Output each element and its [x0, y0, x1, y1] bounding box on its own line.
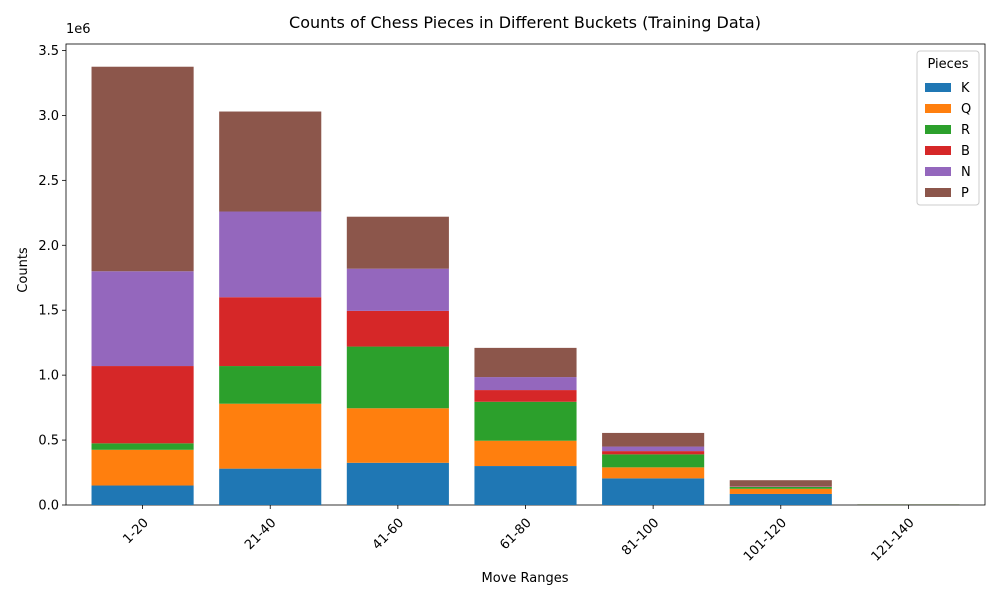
- bar-segment-r: [347, 347, 449, 409]
- bar-segment-r: [474, 402, 576, 441]
- y-tick-label: 2.0: [38, 239, 59, 254]
- bar-segment-q: [219, 404, 321, 469]
- bar-segment-n: [474, 377, 576, 390]
- bar-segment-q: [602, 467, 704, 478]
- bar-segment-k: [730, 494, 832, 505]
- bar-segment-q: [730, 489, 832, 494]
- bar-segment-r: [92, 443, 194, 449]
- bar-segment-k: [219, 469, 321, 505]
- bar-segment-q: [347, 408, 449, 463]
- bar-segment-b: [602, 451, 704, 454]
- y-tick-label: 3.0: [38, 109, 59, 124]
- y-tick-label: 0.0: [38, 499, 59, 514]
- legend-label-q: Q: [961, 102, 971, 117]
- bar-segment-p: [730, 480, 832, 486]
- bar-segment-k: [92, 486, 194, 505]
- bar-segment-k: [347, 463, 449, 505]
- legend-swatch-q: [925, 104, 951, 113]
- y-tick-label: 1.5: [38, 304, 59, 319]
- bar-segment-b: [347, 311, 449, 347]
- legend-label-r: R: [961, 123, 970, 138]
- legend-swatch-r: [925, 125, 951, 134]
- y-offset-text: 1e6: [66, 22, 91, 37]
- chart-title: Counts of Chess Pieces in Different Buck…: [289, 13, 761, 32]
- x-axis-label: Move Ranges: [482, 571, 569, 586]
- bar-segment-n: [602, 447, 704, 452]
- bar-segment-b: [92, 366, 194, 443]
- legend-swatch-n: [925, 167, 951, 176]
- legend-title: Pieces: [927, 57, 968, 72]
- legend-label-k: K: [961, 81, 970, 96]
- y-axis-label: Counts: [16, 247, 31, 293]
- legend-label-b: B: [961, 144, 970, 159]
- legend-swatch-p: [925, 188, 951, 197]
- bar-segment-r: [602, 454, 704, 467]
- legend-swatch-k: [925, 83, 951, 92]
- bar-segment-n: [92, 271, 194, 366]
- y-tick-label: 2.5: [38, 174, 59, 189]
- bar-segment-p: [219, 112, 321, 212]
- legend-label-p: P: [961, 186, 969, 201]
- bar-segment-r: [730, 487, 832, 489]
- bar-segment-b: [474, 390, 576, 402]
- bar-segment-p: [474, 348, 576, 377]
- y-tick-label: 3.5: [38, 44, 59, 59]
- bar-segment-k: [602, 478, 704, 505]
- bar-segment-r: [219, 366, 321, 404]
- bar-segment-n: [347, 269, 449, 311]
- bar-segment-q: [474, 441, 576, 466]
- y-tick-label: 1.0: [38, 369, 59, 384]
- y-tick-label: 0.5: [38, 434, 59, 449]
- bar-segment-p: [347, 217, 449, 269]
- bar-segment-p: [92, 67, 194, 272]
- bar-segment-q: [92, 450, 194, 486]
- legend-label-n: N: [961, 165, 971, 180]
- legend-swatch-b: [925, 146, 951, 155]
- bar-segment-k: [474, 466, 576, 505]
- bar-segment-p: [602, 433, 704, 447]
- bar-segment-b: [219, 297, 321, 366]
- bar-segment-n: [219, 212, 321, 298]
